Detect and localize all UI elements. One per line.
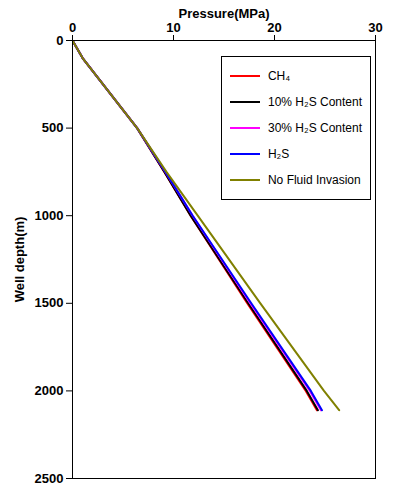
html-text:CH₄: CH₄ bbox=[268, 69, 291, 83]
html-text:10% H₂S Content: 10% H₂S Content bbox=[268, 95, 362, 109]
svg-text:2000: 2000 bbox=[35, 383, 64, 398]
svg-text:Well depth(m): Well depth(m) bbox=[12, 217, 27, 303]
svg-text:1500: 1500 bbox=[35, 295, 64, 310]
svg-text:0: 0 bbox=[56, 33, 63, 48]
svg-text:10: 10 bbox=[166, 20, 180, 35]
svg-text:2500: 2500 bbox=[35, 471, 64, 486]
svg-text:0: 0 bbox=[69, 20, 76, 35]
svg-text:20: 20 bbox=[267, 20, 281, 35]
svg-text:30: 30 bbox=[368, 20, 382, 35]
svg-text:1000: 1000 bbox=[35, 208, 64, 223]
html-text:30% H₂S Content: 30% H₂S Content bbox=[268, 121, 362, 135]
svg-text:500: 500 bbox=[42, 120, 64, 135]
html-text:No Fluid Invasion: No Fluid Invasion bbox=[268, 173, 361, 187]
html-text:H₂S: H₂S bbox=[268, 147, 290, 161]
svg-text:Pressure(MPa): Pressure(MPa) bbox=[178, 6, 269, 21]
